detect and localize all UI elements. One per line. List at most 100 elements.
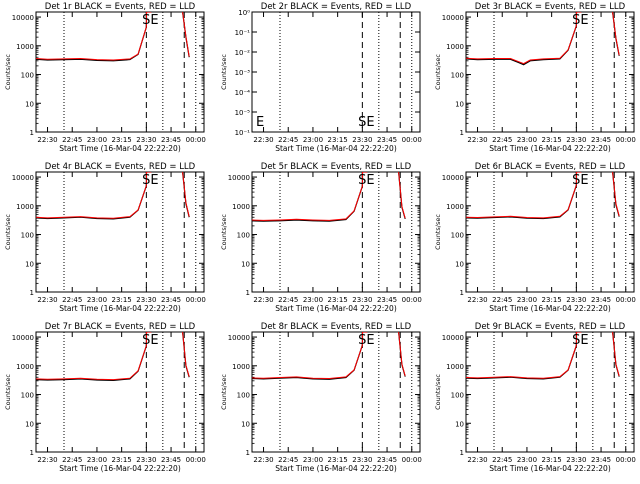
- saa-annotation: SE: [358, 173, 374, 188]
- y-tick-label: 100: [21, 72, 34, 80]
- chart-panel-8: Det 8r BLACK = Events, RED = LLD 1 10 100 10…: [220, 322, 422, 473]
- x-tick-label: 23:15: [328, 456, 348, 464]
- chart-panel-3: Det 3r BLACK = Events, RED = LLD 1 10 100 10…: [434, 2, 636, 153]
- x-tick-label: 23:30: [136, 296, 156, 304]
- x-tick-label: 23:30: [566, 296, 586, 304]
- lld-line: [575, 12, 582, 26]
- x-tick-label: 22:45: [62, 136, 82, 144]
- lld-line: [145, 332, 152, 346]
- y-axis-label: Counts/sec: [220, 54, 228, 90]
- plot-frame: [251, 11, 421, 133]
- y-tick-label: 100: [451, 392, 464, 400]
- saa-annotation: SE: [142, 333, 158, 348]
- lld-line: [145, 172, 152, 186]
- x-tick-label: 23:45: [591, 136, 611, 144]
- x-tick-label: 23:45: [377, 456, 397, 464]
- events-line: [466, 185, 577, 220]
- y-tick-label: 10: [455, 100, 464, 108]
- chart-title: Det 3r BLACK = Events, RED = LLD: [475, 2, 626, 12]
- x-axis-label: Start Time (16-Mar-04 22:22:20): [489, 144, 611, 153]
- x-tick-label: 23:00: [517, 296, 537, 304]
- x-tick-label: 22:45: [62, 456, 82, 464]
- x-tick-label: 23:00: [303, 456, 323, 464]
- y-tick-label: 1000: [232, 363, 250, 371]
- events-line: [36, 345, 147, 382]
- y-tick-label: 10000: [442, 174, 464, 182]
- x-tick-label: 00:00: [616, 296, 636, 304]
- lld-line: [252, 344, 363, 380]
- lld-line: [361, 332, 368, 346]
- y-tick-label: 10000: [12, 334, 34, 342]
- y-axis-label: Counts/sec: [220, 214, 228, 250]
- y-tick-label: 1: [246, 449, 250, 457]
- lld-line: [575, 172, 582, 186]
- lld-line: [182, 332, 190, 377]
- x-tick-label: 00:00: [186, 296, 206, 304]
- chart-title: Det 9r BLACK = Events, RED = LLD: [475, 322, 626, 332]
- lld-line: [182, 172, 190, 217]
- x-tick-label: 22:45: [492, 456, 512, 464]
- x-axis-label: Start Time (16-Mar-04 22:22:20): [59, 464, 181, 473]
- chart-panel-6: Det 6r BLACK = Events, RED = LLD 1 10 100 10…: [434, 162, 636, 313]
- chart-title: Det 2r BLACK = Events, RED = LLD: [261, 2, 412, 12]
- y-tick-label: 10000: [228, 334, 250, 342]
- x-axis-label: Start Time (16-Mar-04 22:22:20): [275, 304, 397, 313]
- y-tick-label: 10000: [12, 174, 34, 182]
- x-axis-label: Start Time (16-Mar-04 22:22:20): [489, 464, 611, 473]
- plot-frame: [251, 331, 421, 453]
- x-tick-label: 23:45: [591, 296, 611, 304]
- x-tick-label: 00:00: [402, 136, 422, 144]
- x-axis-label: Start Time (16-Mar-04 22:22:20): [59, 304, 181, 313]
- plot-frame: [35, 11, 205, 133]
- plot-frame: [35, 331, 205, 453]
- y-tick-label: 10⁻⁴: [235, 89, 251, 97]
- x-tick-label: 23:15: [112, 136, 132, 144]
- chart-panel-7: Det 7r BLACK = Events, RED = LLD 1 10 100 10…: [4, 322, 206, 473]
- lld-line: [36, 345, 147, 381]
- y-tick-label: 1000: [446, 203, 464, 211]
- x-tick-label: 22:30: [37, 296, 57, 304]
- lld-line: [182, 12, 190, 57]
- chart-panel-1: Det 1r BLACK = Events, RED = LLD 1 10 100 10…: [4, 2, 206, 153]
- x-tick-label: 23:30: [352, 456, 372, 464]
- x-tick-label: 23:15: [112, 296, 132, 304]
- x-tick-label: 22:45: [62, 296, 82, 304]
- events-line: [36, 185, 147, 220]
- x-tick-label: 23:45: [377, 136, 397, 144]
- x-tick-label: 22:45: [278, 296, 298, 304]
- x-tick-label: 22:30: [467, 456, 487, 464]
- y-tick-label: 1: [460, 289, 464, 297]
- y-tick-label: 10: [241, 420, 250, 428]
- y-tick-label: 1: [30, 289, 34, 297]
- y-tick-label: 1000: [446, 43, 464, 51]
- x-tick-label: 23:00: [303, 296, 323, 304]
- saa-annotation: SE: [142, 173, 158, 188]
- lld-line: [361, 172, 368, 187]
- saa-annotation: SE: [358, 115, 374, 130]
- x-axis-label: Start Time (16-Mar-04 22:22:20): [59, 144, 181, 153]
- y-tick-label: 10⁻³: [235, 69, 251, 77]
- x-tick-label: 23:15: [328, 296, 348, 304]
- y-tick-label: 10: [25, 420, 34, 428]
- y-tick-label: 100: [237, 232, 250, 240]
- y-tick-label: 1: [460, 129, 464, 137]
- x-tick-label: 23:15: [112, 456, 132, 464]
- x-tick-label: 23:30: [566, 456, 586, 464]
- y-axis-label: Counts/sec: [4, 54, 12, 90]
- y-tick-label: 10: [455, 260, 464, 268]
- events-line: [252, 345, 363, 380]
- y-tick-label: 1000: [446, 363, 464, 371]
- x-tick-label: 23:00: [87, 136, 107, 144]
- lld-line: [575, 332, 582, 346]
- x-tick-label: 22:30: [37, 456, 57, 464]
- y-tick-label: 100: [21, 392, 34, 400]
- plot-frame: [35, 171, 205, 293]
- x-tick-label: 23:30: [136, 136, 156, 144]
- saa-annotation: SE: [572, 13, 588, 28]
- y-tick-label: 10⁻¹: [235, 29, 251, 37]
- saa-annotation: SE: [572, 173, 588, 188]
- x-tick-label: 22:30: [253, 296, 273, 304]
- lld-line: [145, 12, 152, 27]
- saa-annotation: SE: [572, 333, 588, 348]
